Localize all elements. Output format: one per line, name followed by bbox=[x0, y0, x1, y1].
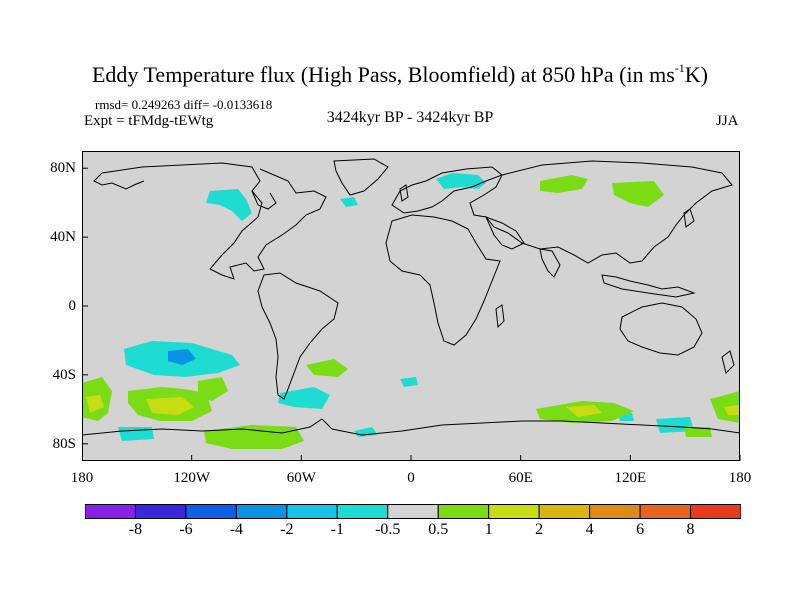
anomaly-yellow-indian bbox=[566, 405, 602, 417]
anomaly-cyan-pacific-sw bbox=[118, 427, 154, 441]
colorbar-label: -8 bbox=[128, 521, 143, 538]
anomaly-cyan-south-america bbox=[278, 387, 330, 409]
latitude-ticks bbox=[82, 167, 88, 445]
lon-tick-label: 60E bbox=[508, 470, 533, 486]
colorbar bbox=[85, 504, 741, 519]
colorbar-swatch bbox=[134, 504, 187, 519]
lon-tick-label: 0 bbox=[407, 470, 415, 486]
coast-europe bbox=[391, 166, 503, 214]
colorbar-swatch bbox=[488, 504, 540, 519]
colorbar-swatch bbox=[538, 504, 591, 519]
lat-tick-label: 40S bbox=[52, 366, 76, 383]
stats-label: rmsd= 0.249263 diff= -0.0133618 bbox=[95, 97, 273, 112]
coast-south-america bbox=[257, 272, 339, 400]
world-map bbox=[82, 151, 741, 461]
lat-tick-label: 80N bbox=[50, 160, 76, 177]
lon-tick-label: 180 bbox=[728, 470, 752, 486]
anomaly-green-siberia bbox=[540, 175, 588, 193]
coast-hudson bbox=[251, 190, 277, 210]
lat-tick-label: 0 bbox=[68, 298, 77, 314]
colorbar-swatch bbox=[639, 504, 692, 519]
coast-africa bbox=[385, 214, 501, 346]
lon-tick-label: 60W bbox=[286, 470, 316, 486]
colorbar-swatch bbox=[690, 504, 741, 519]
anomaly-yellow-tasman bbox=[724, 405, 740, 415]
coast-alaska bbox=[93, 172, 145, 190]
colorbar-swatch bbox=[85, 504, 136, 519]
colorbar-swatch bbox=[387, 504, 439, 519]
anomaly-yellow-south-pacific bbox=[86, 395, 104, 413]
colorbar-swatch bbox=[286, 504, 338, 519]
lon-tick-label: 120E bbox=[614, 470, 647, 486]
experiment-label: Expt = tFMdg-tEWtg bbox=[84, 113, 214, 129]
colorbar-label: -2 bbox=[280, 521, 294, 538]
coast-north-america bbox=[101, 162, 327, 280]
coast-madagascar bbox=[495, 304, 505, 329]
lon-tick-label: 120W bbox=[173, 470, 210, 486]
colorbar-label: -0.5 bbox=[375, 521, 401, 538]
anomaly-yellow-south-pacific-2 bbox=[146, 397, 194, 415]
coast-greenland bbox=[333, 158, 389, 196]
colorbar-swatch bbox=[437, 504, 490, 519]
lat-tick-label: 80S bbox=[52, 435, 76, 452]
anomaly-cyan-south-pacific-core bbox=[168, 349, 196, 365]
coastlines bbox=[82, 158, 741, 436]
anomaly-green-drake bbox=[198, 377, 228, 401]
colorbar-label: 4 bbox=[585, 521, 594, 538]
anomaly-cyan-labrador bbox=[340, 197, 358, 207]
lon-tick-label: 180 bbox=[70, 470, 94, 486]
anomaly-green-ross-east bbox=[684, 427, 712, 437]
coast-uk bbox=[399, 184, 409, 202]
colorbar-label: 8 bbox=[686, 521, 695, 538]
anomaly-cyan-south-atlantic bbox=[400, 377, 418, 387]
coast-asia bbox=[469, 160, 733, 264]
colorbar-label: 1 bbox=[484, 521, 493, 538]
anomaly-cyan-north-america bbox=[206, 189, 252, 221]
anomaly-green-south-atlantic bbox=[306, 359, 348, 377]
coast-japan bbox=[683, 208, 695, 228]
colorbar-label: 6 bbox=[636, 521, 645, 538]
colorbar-label: -1 bbox=[330, 521, 344, 538]
longitude-ticks bbox=[82, 455, 741, 461]
period-label: 3424kyr BP - 3424kyr BP bbox=[326, 109, 494, 126]
coast-india bbox=[539, 248, 561, 278]
colorbar-swatch bbox=[336, 504, 389, 519]
season-label: JJA bbox=[716, 113, 739, 129]
coast-arabia bbox=[485, 216, 525, 250]
flux-anomaly-fields bbox=[82, 173, 740, 449]
colorbar-label: 2 bbox=[535, 521, 544, 538]
anomaly-green-east-asia bbox=[612, 181, 664, 207]
figure-title: Eddy Temperature flux (High Pass, Bloomf… bbox=[91, 61, 708, 87]
anomaly-green-ross bbox=[204, 425, 304, 449]
colorbar-swatch bbox=[235, 504, 288, 519]
colorbar-swatch bbox=[589, 504, 641, 519]
anomaly-cyan-scandinavia bbox=[436, 173, 486, 189]
colorbar-label: -4 bbox=[229, 521, 244, 538]
colorbar-label: -6 bbox=[179, 521, 193, 538]
coast-antarctica bbox=[82, 418, 741, 436]
colorbar-label: 0.5 bbox=[428, 521, 449, 538]
coast-australia bbox=[619, 302, 703, 356]
colorbar-swatch bbox=[185, 504, 237, 519]
coast-indonesia bbox=[601, 274, 696, 298]
coast-new-zealand bbox=[721, 350, 735, 374]
lat-tick-label: 40N bbox=[50, 229, 76, 246]
